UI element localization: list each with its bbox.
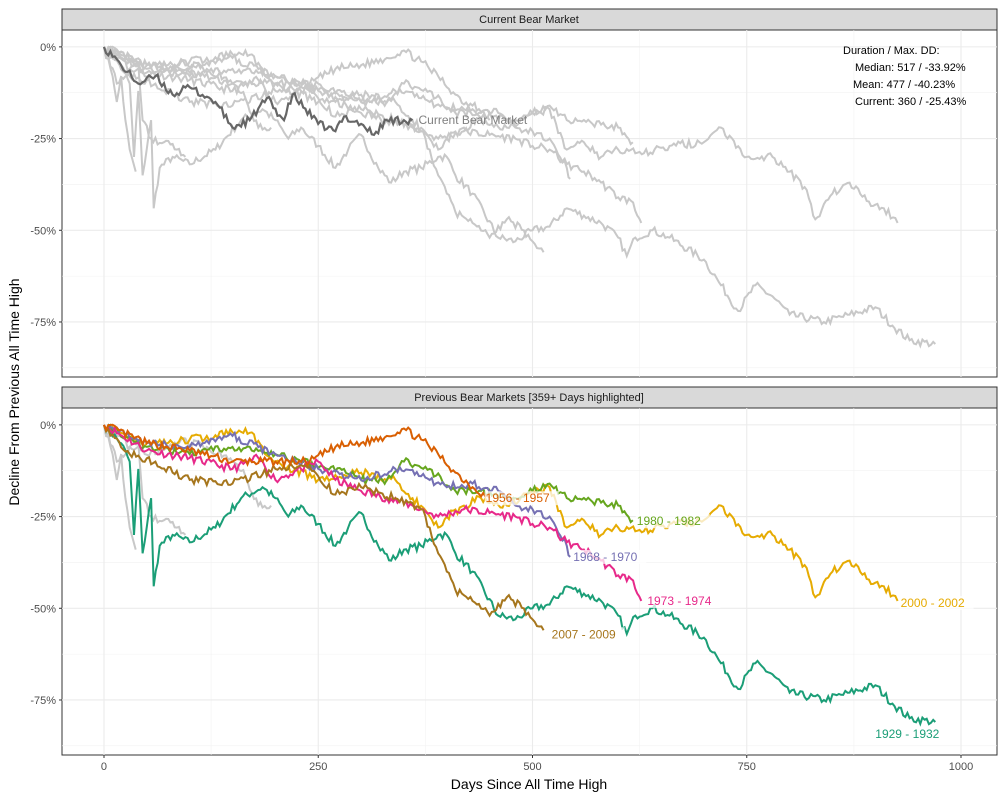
series-label: 1973 - 1974 <box>647 594 711 608</box>
x-axis-title: Days Since All Time High <box>451 776 607 792</box>
panel-previous-bear-markets: Previous Bear Markets [359+ Days highlig… <box>30 386 998 773</box>
series-label: 1929 - 1932 <box>875 727 939 741</box>
y-tick-label: -25% <box>30 134 56 146</box>
series-label-bg <box>635 514 710 529</box>
series-line-current <box>102 46 414 137</box>
y-tick-label: -50% <box>30 603 56 615</box>
panel-title: Current Bear Market <box>479 14 579 26</box>
y-axis-title: Decline From Previous All Time High <box>6 278 22 505</box>
series-label: 1956 - 1957 <box>486 491 550 505</box>
x-tick-label: 250 <box>309 761 327 773</box>
y-tick-label: -25% <box>30 512 56 524</box>
series-label: 2000 - 2002 <box>901 596 965 610</box>
annotation-median: Median: 517 / -33.92% <box>855 62 966 74</box>
y-tick-label: 0% <box>40 42 56 54</box>
series-label-bg <box>899 595 974 610</box>
series-line-gray <box>103 46 272 132</box>
series-line-1929-1932 <box>103 423 937 727</box>
y-tick-label: -75% <box>30 317 56 329</box>
series-label-bg <box>550 627 625 642</box>
series-label-bg <box>572 549 647 564</box>
series-line-gray <box>103 45 937 349</box>
y-tick-label: -50% <box>30 225 56 237</box>
x-tick-label: 1000 <box>949 761 973 773</box>
series-line-gray <box>103 424 187 536</box>
annotation-title: Duration / Max. DD: <box>843 45 940 57</box>
series-label: 1980 - 1982 <box>637 514 701 528</box>
series-label: 2007 - 2009 <box>552 627 616 641</box>
series-label: 1968 - 1970 <box>573 550 637 564</box>
panel-current-bear-market: Current Bear Market Current Bear Market … <box>30 8 998 378</box>
y-tick-label: 0% <box>40 420 56 432</box>
series-line-gray <box>103 46 571 180</box>
series-line-1968-1970 <box>103 424 571 558</box>
annotation-mean: Mean: 477 / -40.23% <box>853 79 955 91</box>
series-line-gray <box>103 46 899 224</box>
x-tick-label: 0 <box>101 761 107 773</box>
series-line-gray <box>103 46 187 158</box>
series-label-bg <box>646 593 721 608</box>
series-line-2000-2002 <box>103 424 899 602</box>
x-tick-label: 750 <box>738 761 756 773</box>
series-label-bg <box>874 726 949 741</box>
stats-annotation: Duration / Max. DD: Median: 517 / -33.92… <box>843 45 967 108</box>
series-line-2007-2009 <box>103 424 545 631</box>
series-label-bg <box>484 491 559 506</box>
annotation-current: Current: 360 / -25.43% <box>855 96 967 108</box>
series-line-1956-1957 <box>103 423 491 499</box>
current-bear-market-label: Current Bear Market <box>419 113 528 127</box>
y-tick-label: -75% <box>30 695 56 707</box>
panel-title: Previous Bear Markets [359+ Days highlig… <box>414 392 644 404</box>
x-tick-label: 500 <box>523 761 541 773</box>
